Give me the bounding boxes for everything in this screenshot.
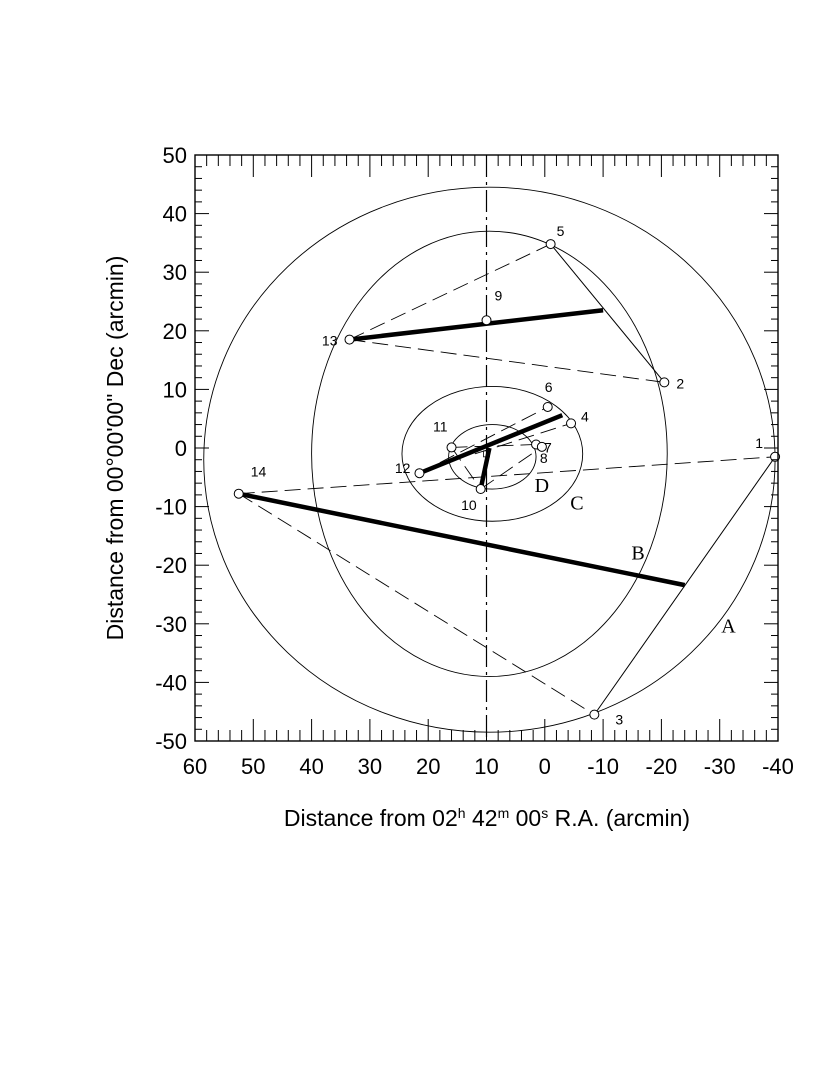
y-tick-label: 50 bbox=[163, 143, 187, 168]
ellipse-label-a: A bbox=[721, 616, 736, 638]
y-tick-label: -40 bbox=[155, 670, 187, 695]
x-tick-label: 50 bbox=[241, 754, 265, 779]
x-tick-label: -40 bbox=[762, 754, 794, 779]
x-tick-label: 40 bbox=[299, 754, 323, 779]
dashed-line-3 bbox=[238, 493, 595, 716]
point-label-13: 13 bbox=[322, 333, 338, 349]
thin-line-0 bbox=[550, 243, 665, 383]
point-label-9: 9 bbox=[495, 287, 503, 303]
x-axis-title-mid2: 00 bbox=[509, 805, 541, 831]
y-tick-label: -20 bbox=[155, 553, 187, 578]
x-axis-title: Distance from 02h 42m 00s R.A. (arcmin) bbox=[284, 805, 690, 831]
point-marker-6 bbox=[542, 401, 553, 412]
y-tick-label: 0 bbox=[175, 436, 187, 461]
x-tick-label: 60 bbox=[183, 754, 207, 779]
point-marker-13 bbox=[344, 334, 355, 345]
point-label-2: 2 bbox=[676, 375, 684, 391]
point-label-14: 14 bbox=[251, 464, 267, 480]
point-marker-10 bbox=[475, 484, 486, 495]
point-label-12: 12 bbox=[395, 460, 411, 476]
ellipse-a bbox=[203, 186, 776, 733]
ellipse-label-c: C bbox=[570, 493, 583, 515]
x-axis-title-s: s bbox=[541, 805, 548, 821]
y-tick-label: 20 bbox=[163, 319, 187, 344]
y-tick-label: 30 bbox=[163, 260, 187, 285]
x-axis-title-h: h bbox=[458, 805, 466, 821]
point-marker-8 bbox=[536, 441, 547, 452]
point-marker-3 bbox=[589, 709, 600, 720]
x-tick-label: -10 bbox=[587, 754, 619, 779]
ellipse-label-b: B bbox=[631, 542, 644, 564]
point-label-8: 8 bbox=[540, 450, 548, 466]
x-tick-label: 30 bbox=[358, 754, 382, 779]
point-marker-2 bbox=[659, 377, 670, 388]
center-square-marker bbox=[483, 450, 490, 458]
thick-line-0 bbox=[349, 308, 604, 342]
thick-line-1 bbox=[238, 491, 686, 588]
dashed-line-0 bbox=[349, 243, 551, 340]
tick-layer bbox=[194, 154, 779, 742]
dashed-line-5 bbox=[451, 444, 537, 448]
ellipse-b bbox=[311, 230, 668, 677]
point-label-10: 10 bbox=[461, 497, 477, 513]
point-marker-11 bbox=[446, 442, 457, 453]
point-marker-14 bbox=[233, 488, 244, 499]
point-label-7: 7 bbox=[544, 439, 552, 455]
point-marker-9 bbox=[481, 315, 492, 326]
thick-line-3 bbox=[478, 447, 492, 490]
line-layer bbox=[238, 155, 776, 741]
y-tick-label: -10 bbox=[155, 495, 187, 520]
thick-line-2 bbox=[418, 413, 564, 476]
x-tick-label: -20 bbox=[646, 754, 678, 779]
ellipse-label-d: D bbox=[535, 475, 549, 497]
x-tick-label: -30 bbox=[704, 754, 736, 779]
x-tick-label: 10 bbox=[474, 754, 498, 779]
point-label-5: 5 bbox=[557, 223, 565, 239]
x-axis-title-mid1: 42 bbox=[466, 805, 498, 831]
point-label-1: 1 bbox=[755, 435, 763, 451]
dashed-line-6 bbox=[451, 447, 482, 490]
dashed-line-2 bbox=[238, 456, 776, 495]
dashed-line-7 bbox=[480, 446, 543, 490]
dashed-line-8 bbox=[474, 422, 572, 455]
point-marker-4 bbox=[566, 418, 577, 429]
point-label-4: 4 bbox=[581, 408, 589, 424]
marker-layer bbox=[233, 239, 781, 720]
x-tick-label: 0 bbox=[539, 754, 551, 779]
x-axis-title-main: Distance from 02 bbox=[284, 805, 458, 831]
x-axis-title-m: m bbox=[498, 805, 510, 821]
dashed-line-1 bbox=[349, 339, 665, 383]
point-label-3: 3 bbox=[615, 712, 623, 728]
y-axis-title: Distance from 00°00'00" Dec (arcmin) bbox=[102, 256, 128, 641]
y-tick-label: 40 bbox=[163, 202, 187, 227]
thin-line-1 bbox=[593, 456, 776, 715]
x-axis-title-end: R.A. (arcmin) bbox=[548, 805, 690, 831]
ellipse-d bbox=[448, 424, 537, 490]
point-label-11: 11 bbox=[433, 418, 448, 434]
y-tick-label: -50 bbox=[155, 729, 187, 754]
y-tick-label: -30 bbox=[155, 612, 187, 637]
x-tick-label: 20 bbox=[416, 754, 440, 779]
point-marker-5 bbox=[545, 239, 556, 250]
point-label-6: 6 bbox=[545, 379, 553, 395]
ellipse-layer bbox=[203, 186, 776, 733]
y-tick-label: 10 bbox=[163, 377, 187, 402]
ellipse-c bbox=[401, 386, 584, 522]
point-marker-12 bbox=[414, 468, 425, 479]
